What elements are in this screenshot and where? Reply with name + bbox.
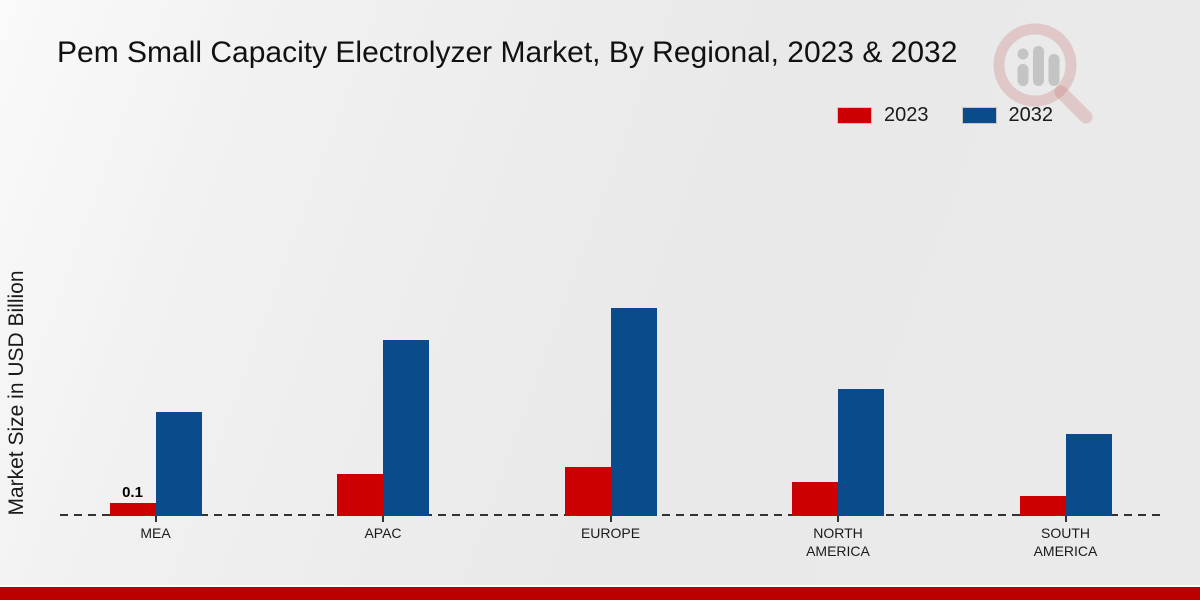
watermark-logo <box>985 10 1100 130</box>
bar-2023-north-america <box>792 482 838 516</box>
x-axis-tick-south-america <box>1064 516 1067 522</box>
bar-2023-south-america <box>1019 496 1066 516</box>
bar-2032-mea <box>155 412 202 516</box>
x-axis-label-mea: MEA <box>140 525 171 541</box>
x-axis-tick-europe <box>609 516 612 522</box>
bar-2023-mea <box>109 503 156 516</box>
x-axis-label-south-america: SOUTH AMERICA <box>1033 525 1098 559</box>
data-label-mea-2023: 0.1 <box>122 484 143 501</box>
legend-swatch-2023 <box>838 108 871 123</box>
legend: 2023 2032 <box>838 104 1053 127</box>
x-axis-label-apac: APAC <box>364 525 402 541</box>
legend-item-2032: 2032 <box>962 104 1054 127</box>
bar-2023-apac <box>337 474 383 516</box>
bar-2032-apac <box>383 340 429 516</box>
x-axis-tick-north-america <box>837 516 839 522</box>
chart-title: Pem Small Capacity Electrolyzer Market, … <box>57 36 958 69</box>
legend-label-2032: 2032 <box>1008 104 1054 126</box>
x-axis-tick-apac <box>382 516 384 522</box>
legend-label-2023: 2023 <box>884 104 929 126</box>
legend-item-2023: 2023 <box>838 104 929 127</box>
bar-2023-europe <box>564 467 611 516</box>
x-axis-tick-mea <box>154 516 157 522</box>
bar-2032-north-america <box>838 389 884 516</box>
y-axis-title: Market Size in USD Billion <box>5 270 28 516</box>
bar-2032-south-america <box>1065 434 1112 516</box>
legend-swatch-2032 <box>962 108 996 123</box>
x-axis-label-north-america: NORTH AMERICA <box>806 525 870 559</box>
footer-accent-bar <box>0 585 1200 600</box>
x-axis-label-europe: EUROPE <box>580 525 641 541</box>
bar-2032-europe <box>610 308 657 516</box>
magnifier-bar-chart-icon <box>993 23 1093 124</box>
